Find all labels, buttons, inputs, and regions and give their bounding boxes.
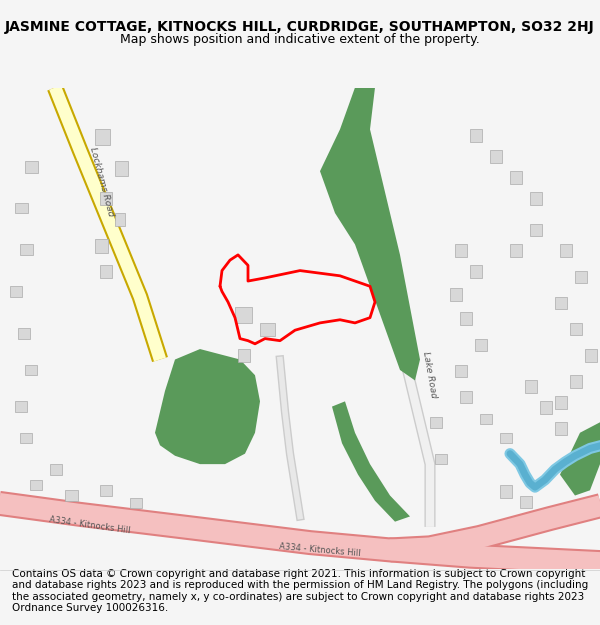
Text: Map shows position and indicative extent of the property.: Map shows position and indicative extent… xyxy=(120,32,480,46)
Polygon shape xyxy=(510,171,522,184)
Polygon shape xyxy=(25,161,38,173)
Polygon shape xyxy=(460,391,472,404)
Polygon shape xyxy=(10,286,22,297)
Polygon shape xyxy=(460,312,472,325)
Polygon shape xyxy=(455,365,467,378)
Polygon shape xyxy=(65,490,78,501)
Polygon shape xyxy=(560,244,572,257)
Polygon shape xyxy=(570,375,582,388)
Polygon shape xyxy=(435,454,447,464)
Polygon shape xyxy=(510,244,522,257)
Polygon shape xyxy=(15,202,28,213)
Polygon shape xyxy=(555,422,567,435)
Polygon shape xyxy=(100,192,112,204)
Polygon shape xyxy=(130,498,142,508)
Polygon shape xyxy=(570,323,582,336)
Polygon shape xyxy=(470,266,482,278)
Polygon shape xyxy=(100,266,112,278)
Polygon shape xyxy=(480,414,492,424)
Polygon shape xyxy=(20,244,33,255)
Polygon shape xyxy=(555,297,567,309)
Polygon shape xyxy=(95,239,108,252)
Polygon shape xyxy=(30,480,42,490)
Polygon shape xyxy=(525,381,537,393)
Polygon shape xyxy=(500,432,512,443)
Polygon shape xyxy=(530,192,542,204)
Polygon shape xyxy=(100,485,112,496)
Polygon shape xyxy=(560,422,600,496)
Text: A334 - Kitnocks Hill: A334 - Kitnocks Hill xyxy=(49,514,131,535)
Polygon shape xyxy=(95,129,110,145)
Polygon shape xyxy=(455,244,467,257)
Polygon shape xyxy=(530,224,542,236)
Polygon shape xyxy=(155,349,260,464)
Polygon shape xyxy=(500,485,512,498)
Polygon shape xyxy=(15,401,27,412)
Text: A334 - Kitnocks Hill: A334 - Kitnocks Hill xyxy=(279,542,361,558)
Polygon shape xyxy=(332,401,410,522)
Text: JASMINE COTTAGE, KITNOCKS HILL, CURDRIDGE, SOUTHAMPTON, SO32 2HJ: JASMINE COTTAGE, KITNOCKS HILL, CURDRIDG… xyxy=(5,20,595,34)
Text: Lake Road: Lake Road xyxy=(421,351,439,399)
Polygon shape xyxy=(450,288,462,301)
Polygon shape xyxy=(555,396,567,409)
Polygon shape xyxy=(575,271,587,283)
Text: Contains OS data © Crown copyright and database right 2021. This information is : Contains OS data © Crown copyright and d… xyxy=(12,569,588,614)
Polygon shape xyxy=(20,432,32,443)
Text: Lockhams Road: Lockhams Road xyxy=(88,146,116,217)
Polygon shape xyxy=(585,349,597,362)
Polygon shape xyxy=(18,328,30,339)
Polygon shape xyxy=(260,323,275,336)
Polygon shape xyxy=(475,339,487,351)
Polygon shape xyxy=(235,308,252,323)
Polygon shape xyxy=(490,150,502,163)
Polygon shape xyxy=(50,464,62,474)
Polygon shape xyxy=(540,401,552,414)
Polygon shape xyxy=(115,213,125,226)
Polygon shape xyxy=(470,129,482,142)
Polygon shape xyxy=(430,417,442,428)
Polygon shape xyxy=(238,349,250,362)
Polygon shape xyxy=(25,365,37,375)
Polygon shape xyxy=(520,496,532,508)
Polygon shape xyxy=(115,161,128,176)
Polygon shape xyxy=(320,88,420,381)
